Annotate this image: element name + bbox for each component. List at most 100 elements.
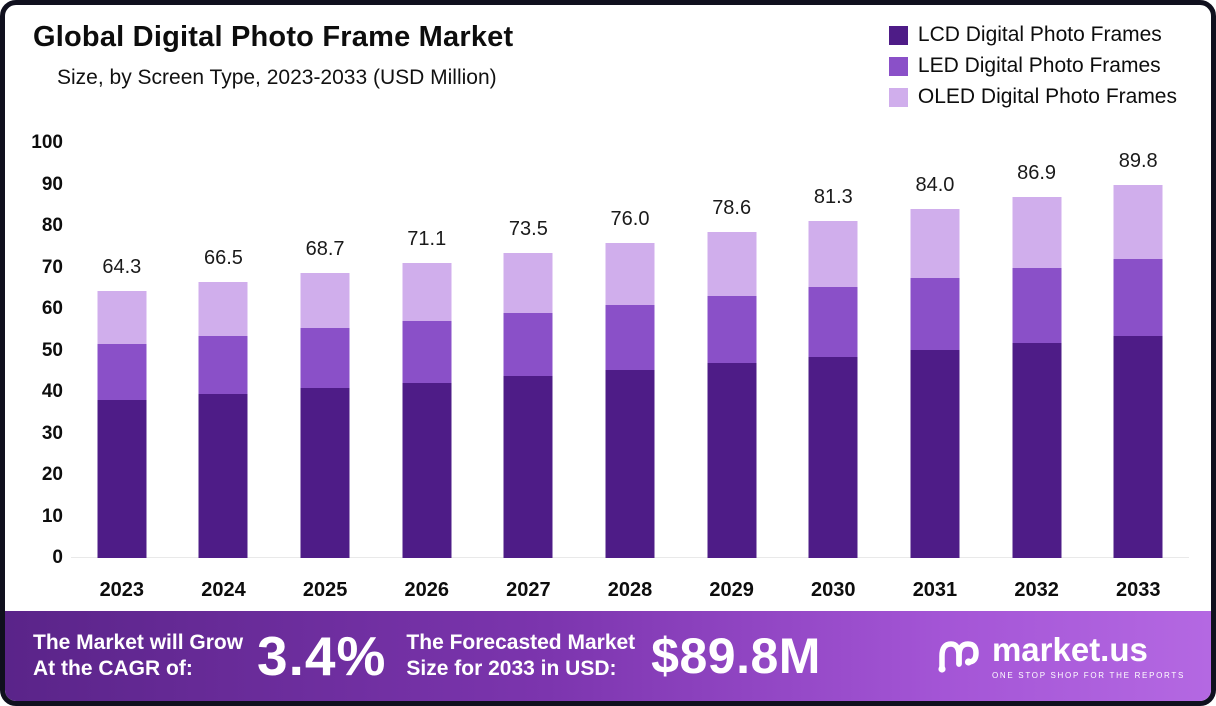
bar-segment (910, 277, 960, 350)
bar-group-2033: 89.8 2033 (1087, 143, 1189, 601)
bar-total-label: 76.0 (610, 207, 650, 230)
bar-group-2028: 76.0 2028 (579, 143, 681, 601)
forecast-value: $89.8M (651, 628, 821, 684)
bar-segment (402, 321, 452, 383)
bar-group-2023: 64.3 2023 (71, 143, 173, 601)
bar-group-2025: 68.7 2025 (274, 143, 376, 601)
bar-segment (707, 231, 757, 296)
y-tick-label: 50 (41, 339, 63, 361)
legend-item-oled: OLED Digital Photo Frames (888, 85, 1177, 109)
bar-group-2029: 78.6 2029 (681, 143, 783, 601)
stacked-bar-2028 (605, 242, 655, 558)
bar-total-label: 64.3 (102, 256, 142, 279)
chart-legend: LCD Digital Photo Frames LED Digital Pho… (888, 23, 1177, 109)
x-axis-label: 2033 (1115, 579, 1161, 601)
bar-segment (1012, 343, 1062, 558)
legend-label-led: LED Digital Photo Frames (917, 54, 1161, 77)
bar-total-label: 84.0 (915, 174, 955, 197)
bar-segment (97, 344, 147, 401)
x-axis-label: 2032 (1014, 579, 1059, 601)
brand-text: market.us ONE STOP SHOP FOR THE REPORTS (992, 633, 1185, 680)
legend-label-lcd: LCD Digital Photo Frames (917, 23, 1162, 46)
bar-total-label: 89.8 (1118, 150, 1158, 173)
bar-segment (300, 272, 350, 329)
bar-segment (97, 291, 147, 345)
marketus-logo-icon (934, 635, 982, 677)
title-block: Global Digital Photo Frame Market Size, … (33, 21, 513, 109)
legend-item-led: LED Digital Photo Frames (888, 54, 1177, 78)
bar-total-label: 78.6 (712, 196, 752, 219)
y-tick-label: 80 (41, 215, 63, 236)
stacked-bar-2030 (808, 220, 858, 558)
bar-segment (808, 220, 858, 288)
x-axis-label: 2023 (99, 579, 145, 601)
y-tick-label: 70 (41, 256, 63, 278)
bar-segment (605, 242, 655, 305)
bar-total-label: 66.5 (203, 247, 243, 270)
bar-total-label: 86.9 (1017, 162, 1057, 185)
bar-total-label: 68.7 (305, 237, 345, 260)
stacked-bar-2029 (707, 231, 757, 558)
legend-swatch-led (888, 56, 908, 76)
x-axis-label: 2028 (607, 579, 653, 601)
plot-area: 64.3 2023 66.5 2024 68.7 2025 71.1 2026 73.5 2027… (71, 143, 1189, 601)
stacked-bar-2023 (97, 291, 147, 558)
y-tick-label: 20 (41, 464, 63, 485)
bar-total-label: 81.3 (813, 185, 853, 208)
stacked-bar-2032 (1012, 197, 1062, 558)
stacked-bar-chart: 0 10 20 30 40 50 60 70 80 90 100 64.3 2023 66.5 2024 6… (5, 132, 1211, 601)
stacked-bar-2024 (198, 282, 248, 558)
y-tick-label: 100 (31, 132, 63, 153)
legend-label-oled: OLED Digital Photo Frames (917, 85, 1177, 108)
bar-segment (300, 387, 350, 558)
x-axis-label: 2031 (912, 579, 958, 601)
cagr-value: 3.4% (257, 625, 387, 687)
bar-segment (605, 304, 655, 371)
marketus-brand: market.us ONE STOP SHOP FOR THE REPORTS (934, 633, 1185, 680)
bar-segment (1012, 197, 1062, 269)
brand-tagline: ONE STOP SHOP FOR THE REPORTS (991, 670, 1185, 680)
x-axis-label: 2030 (811, 579, 856, 601)
y-tick-label: 30 (41, 422, 63, 444)
bar-group-2026: 71.1 2026 (376, 143, 478, 601)
bar-segment (910, 349, 960, 558)
cagr-label: The Market will Grow At the CAGR of: (33, 630, 244, 680)
bar-segment (198, 282, 248, 336)
x-axis-label: 2029 (709, 579, 754, 601)
bar-segment (707, 362, 757, 558)
bar-segment (808, 287, 858, 357)
brand-name: market.us (991, 630, 1148, 668)
page-title: Global Digital Photo Frame Market (33, 21, 514, 53)
y-tick-label: 40 (41, 381, 63, 402)
bar-group-2024: 66.5 2024 (173, 143, 275, 601)
chart-header: Global Digital Photo Frame Market Size, … (5, 5, 1211, 109)
bar-segment (910, 209, 960, 278)
legend-swatch-oled (888, 87, 908, 107)
x-axis-label: 2026 (404, 579, 449, 601)
bar-segment (198, 394, 248, 558)
bar-total-label: 71.1 (407, 227, 447, 250)
bar-group-2030: 81.3 2030 (782, 143, 884, 601)
x-axis-label: 2025 (302, 579, 348, 601)
y-tick-label: 60 (41, 298, 63, 319)
bar-group-2027: 73.5 2027 (478, 143, 580, 601)
bar-total-label: 73.5 (508, 217, 548, 240)
stacked-bar-2033 (1113, 185, 1163, 558)
y-axis: 0 10 20 30 40 50 60 70 80 90 100 (19, 132, 71, 568)
x-axis-label: 2027 (506, 579, 551, 601)
bar-group-2032: 86.9 2032 (986, 143, 1088, 601)
bar-segment (1113, 259, 1163, 336)
stacked-bar-2025 (300, 272, 350, 558)
legend-swatch-lcd (888, 25, 908, 45)
bar-segment (402, 382, 452, 558)
bar-segment (503, 376, 553, 558)
bar-segment (402, 262, 452, 322)
bar-segment (300, 328, 350, 388)
bar-segment (503, 252, 553, 314)
footer-banner: The Market will Grow At the CAGR of: 3.4… (5, 611, 1211, 701)
stacked-bar-2026 (402, 262, 452, 558)
bar-segment (1113, 335, 1163, 558)
legend-item-lcd: LCD Digital Photo Frames (888, 23, 1177, 47)
x-axis-label: 2024 (201, 579, 246, 601)
